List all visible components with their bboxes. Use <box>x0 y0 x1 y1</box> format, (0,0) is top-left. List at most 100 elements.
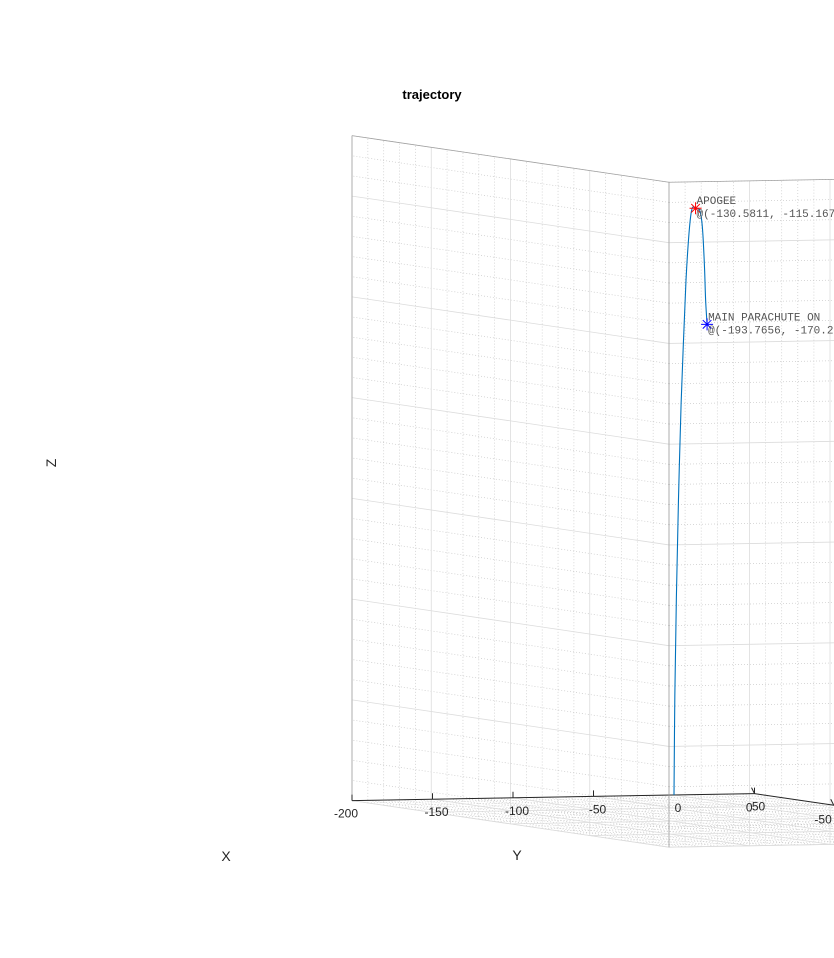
minor-grid-line <box>668 723 834 727</box>
minor-grid-line <box>351 639 670 687</box>
minor-grid-line <box>351 759 670 808</box>
y-tick-label: -150 <box>424 805 448 819</box>
apogee-coords: @(-130.5811, -115.1675, 307.8961) <box>697 209 834 221</box>
minor-grid-line <box>722 793 834 811</box>
plot-area <box>673 206 708 796</box>
x-axis-label: X <box>221 848 231 864</box>
x-tick-label: 0 <box>746 801 753 815</box>
major-grid-line <box>431 804 834 813</box>
minor-grid-line <box>668 380 834 385</box>
minor-grid-line <box>384 799 702 847</box>
main-parachute-marker <box>701 318 714 331</box>
minor-grid-line <box>351 659 670 707</box>
trajectory-line <box>673 206 708 796</box>
minor-grid-line <box>605 833 834 839</box>
minor-grid-line <box>351 276 670 324</box>
major-grid-line <box>668 440 834 445</box>
y-axis-line <box>351 793 755 802</box>
major-grid-line <box>668 541 834 546</box>
y-tick-label: -200 <box>334 807 358 821</box>
minor-grid-line <box>480 798 798 846</box>
minor-grid-line <box>668 561 834 566</box>
main-parachute-label: MAIN PARACHUTE ON <box>708 312 820 324</box>
minor-grid-line <box>641 795 834 825</box>
minor-grid-line <box>351 155 670 203</box>
minor-grid-line <box>706 794 834 814</box>
minor-grid-line <box>351 316 670 364</box>
minor-grid-line <box>668 259 834 264</box>
minor-grid-line <box>351 336 670 385</box>
y-tick-label: -50 <box>589 802 607 816</box>
major-grid-line <box>668 340 834 344</box>
minor-grid-line <box>621 836 834 841</box>
minor-grid-line <box>462 810 834 818</box>
asterisk-stroke <box>702 319 712 330</box>
y-tick-label: 0 <box>675 801 682 815</box>
x-tick-label: -50 <box>814 812 832 826</box>
minor-grid-line <box>351 780 670 828</box>
minor-grid-line <box>496 797 814 846</box>
tick-labels: 050100150200250300-200-150-100-500-200-1… <box>334 800 832 827</box>
minor-grid-line <box>668 783 834 788</box>
minor-grid <box>351 135 834 848</box>
minor-grid-line <box>545 796 834 841</box>
minor-grid-line <box>351 558 670 606</box>
minor-grid-line <box>668 622 834 626</box>
major-grid-line <box>510 817 834 825</box>
minor-grid-line <box>368 799 686 848</box>
x-tick <box>830 799 834 806</box>
major-grid <box>351 135 834 848</box>
minor-grid-line <box>367 795 771 804</box>
minor-grid-line <box>668 602 834 606</box>
x-axis-line <box>754 793 834 806</box>
minor-grid-line <box>668 461 834 465</box>
minor-grid-line <box>448 798 766 846</box>
minor-grid-line <box>351 739 670 788</box>
minor-grid-line <box>351 477 670 526</box>
minor-grid-line <box>738 793 834 809</box>
minor-grid-line <box>416 799 734 847</box>
minor-grid-line <box>668 501 834 505</box>
back-edge <box>668 178 834 183</box>
minor-grid-line <box>351 457 670 505</box>
minor-grid-line <box>383 797 787 806</box>
minor-grid-line <box>526 820 834 827</box>
major-grid-line <box>589 830 834 836</box>
minor-grid-line <box>609 795 834 830</box>
minor-grid-line <box>668 582 834 586</box>
minor-grid-line <box>415 802 818 811</box>
minor-grid-line <box>478 812 834 820</box>
minor-grid-line <box>351 256 670 304</box>
minor-grid-line <box>625 795 834 827</box>
major-grid-line <box>668 743 834 747</box>
minor-grid-line <box>351 356 670 405</box>
minor-grid-line <box>399 800 803 808</box>
minor-grid-line <box>668 299 834 304</box>
minor-grid-line <box>668 702 834 707</box>
minor-grid-line <box>464 798 782 846</box>
y-axis-label: Y <box>512 847 522 863</box>
minor-grid-line <box>494 815 834 822</box>
minor-grid-line <box>668 682 834 687</box>
minor-grid-line <box>657 794 834 822</box>
minor-grid-line <box>351 578 670 626</box>
minor-grid-line <box>351 236 670 284</box>
asterisk-stroke <box>690 203 701 213</box>
minor-grid-line <box>542 823 834 829</box>
major-grid-line <box>668 239 834 244</box>
minor-grid-line <box>529 797 834 843</box>
minor-grid-line <box>351 518 670 566</box>
minor-grid-line <box>668 360 834 364</box>
minor-grid-line <box>668 420 834 425</box>
minor-grid-line <box>668 763 834 767</box>
minor-grid-line <box>400 799 718 847</box>
minor-grid-line <box>690 794 834 817</box>
minor-grid-line <box>351 679 670 727</box>
minor-grid-line <box>558 825 834 832</box>
minor-grid-line <box>351 417 670 465</box>
minor-grid-line <box>573 828 834 834</box>
chart-title: trajectory <box>402 87 462 102</box>
major-grid-line <box>668 642 834 647</box>
main-parachute-coords: @(-193.7656, -170.2134, 258.3378) <box>708 325 834 337</box>
